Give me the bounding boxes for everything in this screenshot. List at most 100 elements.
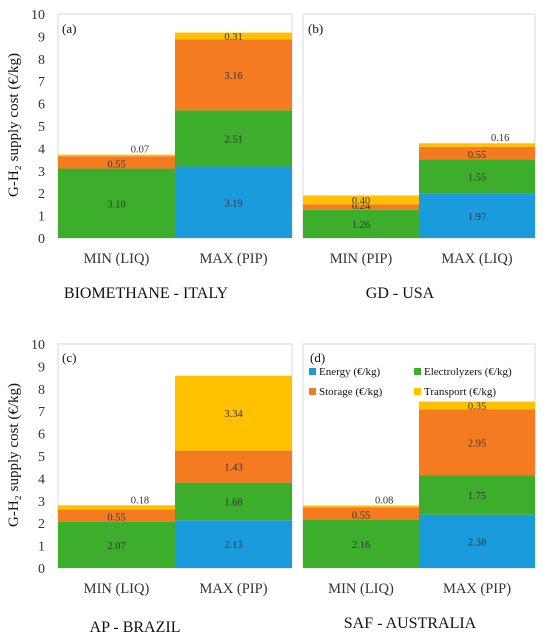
bar-segment-electrolyzers xyxy=(419,475,535,515)
bar-segment-energy xyxy=(419,193,535,238)
data-label-transport: 0.08 xyxy=(375,496,393,507)
bar-segment-transport xyxy=(303,195,419,205)
x-category-label: MAX (PIP) xyxy=(443,581,511,597)
data-label-storage: 0.55 xyxy=(468,150,486,161)
y-tick-label: 0 xyxy=(38,232,45,247)
data-label-transport: 0.07 xyxy=(131,145,149,156)
panel-letter: (d) xyxy=(310,350,325,365)
y-tick-label: 8 xyxy=(38,383,45,398)
bar-segment-storage xyxy=(303,507,419,520)
data-label-electrolyzers: 2.07 xyxy=(107,541,125,552)
y-tick-label: 6 xyxy=(38,98,45,113)
data-label-electrolyzers: 3.10 xyxy=(107,199,125,210)
data-label-transport: 0.40 xyxy=(352,196,370,207)
bar-segment-transport xyxy=(175,375,292,451)
data-label-transport: 0.16 xyxy=(491,133,509,144)
bar-segment-storage xyxy=(175,39,292,111)
bar-segment-electrolyzers xyxy=(303,519,419,568)
data-label-electrolyzers: 1.68 xyxy=(224,497,242,508)
data-label-transport: 0.35 xyxy=(468,401,486,412)
x-category-label: MIN (LIQ) xyxy=(84,251,150,267)
x-category-label: MAX (PIP) xyxy=(199,581,267,597)
panel-letter: (b) xyxy=(308,21,323,36)
x-category-label: MIN (LIQ) xyxy=(328,581,394,597)
y-axis-label-top: G-H₂ supply cost (€/kg) xyxy=(6,53,22,197)
legend-swatch xyxy=(309,368,316,375)
y-tick-label: 3 xyxy=(38,495,45,510)
bar-segment-storage xyxy=(58,156,175,169)
legend-label: Energy (€/kg) xyxy=(319,366,381,378)
legend: Energy (€/kg) Electrolyzers (€/kg) Storage… xyxy=(309,366,512,398)
data-label-electrolyzers: 2.51 xyxy=(224,134,242,145)
data-label-transport: 0.18 xyxy=(131,495,149,506)
data-label-storage: 3.16 xyxy=(224,71,242,82)
data-label-storage: 1.43 xyxy=(224,463,242,474)
legend-swatch xyxy=(309,388,316,395)
y-tick-label: 1 xyxy=(38,210,45,225)
data-label-electrolyzers: 1.55 xyxy=(468,173,486,184)
data-label-storage: 0.55 xyxy=(107,513,125,524)
panel-d: (d) 2.16 0.55 0.08 MIN (LIQ) 2.38 1.75 2.95 0.35… xyxy=(302,343,536,632)
bar-segment-energy xyxy=(175,166,292,238)
bar-segment-electrolyzers xyxy=(419,159,535,194)
panel-letter: (c) xyxy=(62,350,76,365)
bar-segment-electrolyzers xyxy=(175,482,292,521)
y-tick-label: 8 xyxy=(38,53,45,68)
panel-letter: (a) xyxy=(62,21,76,36)
panel-a: 0 1 2 3 4 5 6 7 8 9 10 (a) 3.10 0.55 0.07 MIN (LIQ) 3.19… xyxy=(31,8,293,302)
legend-label: Storage (€/kg) xyxy=(319,386,383,398)
y-tick-label: 1 xyxy=(38,540,45,555)
y-tick-label: 5 xyxy=(38,120,45,135)
panel-title: AP - BRAZIL xyxy=(90,619,181,636)
data-label-energy: 2.13 xyxy=(224,540,242,551)
data-label-energy: 1.97 xyxy=(468,212,486,223)
legend-label: Electrolyzers (€/kg) xyxy=(424,366,512,378)
bar-segment-transport xyxy=(58,505,175,510)
bar-segment-electrolyzers xyxy=(58,521,175,568)
data-label-transport: 3.34 xyxy=(224,409,243,420)
data-label-storage: 0.55 xyxy=(107,160,125,171)
panel-title: BIOMETHANE - ITALY xyxy=(64,285,229,302)
y-tick-label: 10 xyxy=(31,8,45,23)
bar-segment-electrolyzers xyxy=(58,168,175,238)
bar-segment-transport xyxy=(419,143,535,147)
data-label-storage: 2.95 xyxy=(468,438,486,449)
panel-title: GD - USA xyxy=(366,285,435,302)
data-label-energy: 3.19 xyxy=(224,198,242,209)
x-category-label: MAX (PIP) xyxy=(199,251,267,267)
legend-label: Transport (€/kg) xyxy=(424,386,496,398)
bar-segment-storage xyxy=(58,509,175,522)
bar-segment-storage xyxy=(303,204,419,210)
legend-swatch xyxy=(414,368,421,375)
data-label-energy: 2.38 xyxy=(468,537,486,548)
bar-segment-electrolyzers xyxy=(175,110,292,167)
y-tick-label: 9 xyxy=(38,360,45,375)
bar-segment-storage xyxy=(419,146,535,160)
x-category-label: MIN (PIP) xyxy=(330,251,393,267)
x-category-label: MAX (LIQ) xyxy=(441,251,512,267)
bar-segment-transport xyxy=(58,154,175,157)
panel-b: (b) 1.26 0.240.40 MIN (PIP) 1.97 1.55 0.55 0.16… xyxy=(302,13,536,302)
bar-segment-electrolyzers xyxy=(303,209,419,238)
panel-title: SAF - AUSTRALIA xyxy=(344,615,477,632)
y-tick-label: 0 xyxy=(38,562,45,577)
y-tick-label: 2 xyxy=(38,517,45,532)
y-tick-label: 2 xyxy=(38,187,45,202)
bar-segment-transport xyxy=(303,505,419,508)
y-tick-label: 7 xyxy=(38,75,45,90)
bar-segment-energy xyxy=(175,520,292,568)
bar-segment-storage xyxy=(175,450,292,483)
data-label-electrolyzers: 2.16 xyxy=(352,540,370,551)
x-category-label: MIN (LIQ) xyxy=(84,581,150,597)
y-tick-label: 6 xyxy=(38,428,45,443)
y-tick-label: 4 xyxy=(38,472,45,487)
y-tick-label: 5 xyxy=(38,450,45,465)
y-tick-label: 3 xyxy=(38,165,45,180)
data-label-storage: 0.55 xyxy=(352,511,370,522)
bar-segment-energy xyxy=(419,514,535,568)
y-axis-label-bottom: G-H₂ supply cost (€/kg) xyxy=(6,383,22,527)
y-tick-label: 9 xyxy=(38,30,45,45)
data-label-electrolyzers: 1.26 xyxy=(352,220,370,231)
